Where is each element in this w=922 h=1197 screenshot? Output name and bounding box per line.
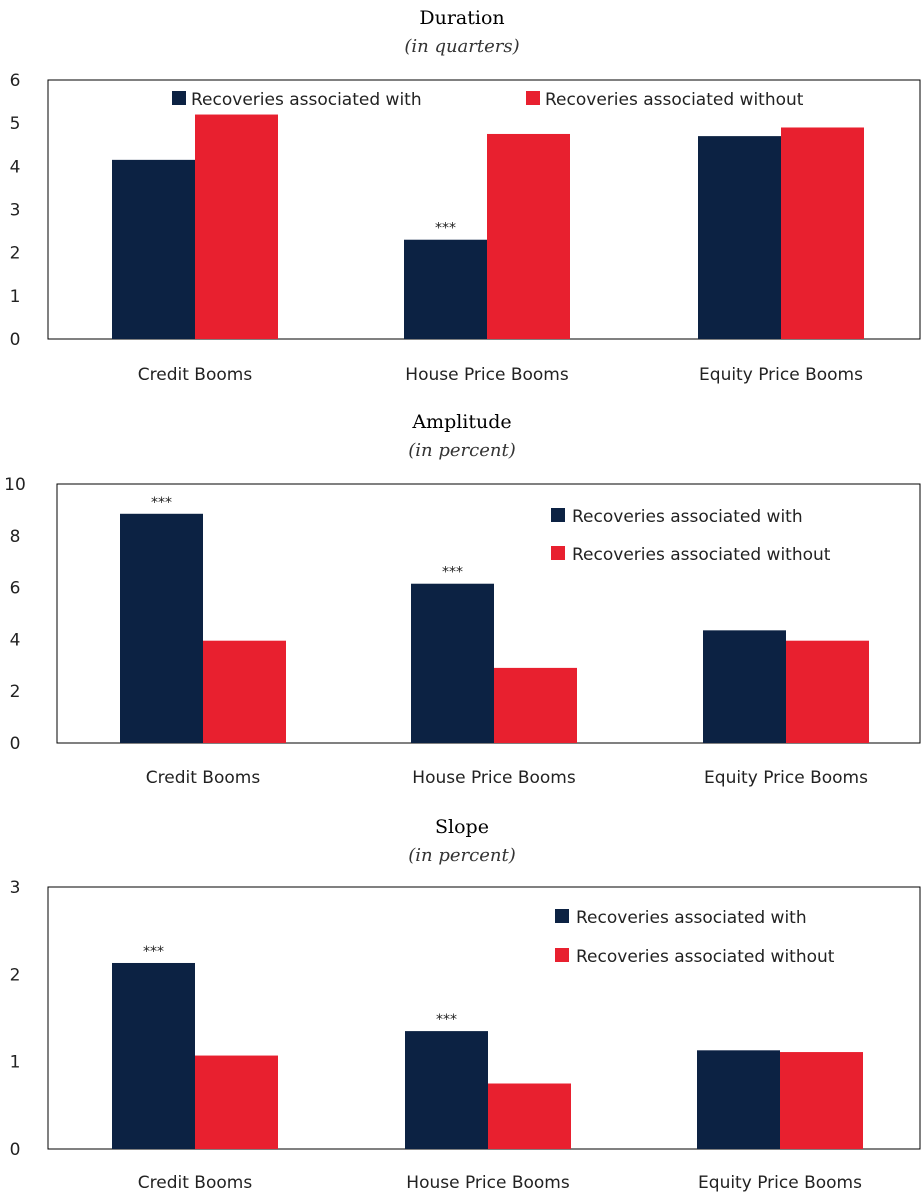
- legend-label-without: Recoveries associated without: [545, 90, 804, 110]
- category-label: House Price Booms: [406, 1173, 570, 1193]
- panel-duration: Duration (in quarters) 0 1 2 3 4 5 6 *** Credi…: [10, 7, 921, 385]
- annotations: *** ***: [151, 495, 463, 581]
- y-axis-ticks: 0 1 2 3: [10, 878, 21, 1160]
- legend-label-with: Recoveries associated with: [576, 908, 807, 928]
- category-label: Credit Booms: [138, 1173, 253, 1193]
- annotations: *** ***: [143, 944, 457, 1028]
- bar-with: [697, 1050, 780, 1149]
- legend-label-with: Recoveries associated with: [572, 507, 803, 527]
- bar-without: [488, 1083, 571, 1149]
- legend-label-without: Recoveries associated without: [576, 947, 835, 967]
- chart-subtitle: (in percent): [408, 845, 515, 866]
- bars: [120, 513, 869, 743]
- chart-title: Slope: [435, 816, 489, 838]
- legend-label-with: Recoveries associated with: [191, 90, 422, 110]
- chart-title: Amplitude: [411, 411, 511, 433]
- bar-with: [411, 583, 494, 743]
- bar-with: [703, 630, 786, 743]
- panel-amplitude: Amplitude (in percent) 0 2 4 6 8 10 *** *** Cr…: [4, 411, 921, 788]
- y-tick-label: 4: [10, 157, 21, 177]
- category-label: Credit Booms: [138, 365, 253, 385]
- panel-slope: Slope (in percent) 0 1 2 3 *** *** Credit Bo…: [10, 816, 921, 1193]
- legend: Recoveries associated with Recoveries as…: [551, 507, 831, 565]
- bars: [112, 962, 863, 1149]
- bar-with: [405, 1031, 488, 1149]
- legend-swatch-with: [172, 91, 186, 105]
- legend: Recoveries associated with Recoveries as…: [555, 908, 835, 967]
- bar-with: [112, 962, 195, 1149]
- category-label: House Price Booms: [412, 768, 576, 788]
- bar-with: [698, 136, 781, 339]
- category-label: Equity Price Booms: [698, 1173, 862, 1193]
- y-tick-label: 3: [10, 201, 21, 221]
- chart-title: Duration: [419, 7, 504, 29]
- y-axis-ticks: 0 1 2 3 4 5 6: [10, 71, 21, 350]
- y-tick-label: 0: [10, 734, 21, 754]
- bar-with: [112, 159, 195, 339]
- legend: Recoveries associated with Recoveries as…: [172, 90, 804, 110]
- legend-swatch-with: [555, 909, 569, 923]
- y-tick-label: 2: [10, 682, 21, 702]
- legend-swatch-without: [551, 546, 565, 560]
- y-tick-label: 2: [10, 244, 21, 264]
- significance-annotation: ***: [151, 495, 172, 511]
- category-label: Equity Price Booms: [704, 768, 868, 788]
- category-label: Equity Price Booms: [699, 365, 863, 385]
- bar-without: [494, 667, 577, 743]
- bar-without: [195, 114, 278, 340]
- y-tick-label: 0: [10, 330, 21, 350]
- significance-annotation: ***: [143, 944, 164, 960]
- bar-with: [120, 513, 203, 743]
- legend-swatch-without: [555, 948, 569, 962]
- category-label: House Price Booms: [405, 365, 569, 385]
- significance-annotation: ***: [435, 221, 456, 237]
- chart-subtitle: (in quarters): [404, 36, 519, 57]
- bars: [112, 114, 864, 340]
- y-tick-label: 0: [10, 1140, 21, 1160]
- y-tick-label: 6: [10, 71, 21, 91]
- category-label: Credit Booms: [146, 768, 261, 788]
- y-tick-label: 6: [10, 579, 21, 599]
- legend-label-without: Recoveries associated without: [572, 545, 831, 565]
- chart-subtitle: (in percent): [408, 440, 515, 461]
- y-axis-ticks: 0 2 4 6 8 10: [4, 475, 26, 754]
- legend-swatch-with: [551, 508, 565, 522]
- y-tick-label: 1: [10, 1053, 21, 1073]
- bar-without: [786, 640, 869, 743]
- y-tick-label: 3: [10, 878, 21, 898]
- annotations: ***: [435, 221, 456, 237]
- significance-annotation: ***: [436, 1012, 457, 1028]
- bar-without: [195, 1055, 278, 1149]
- bar-without: [781, 127, 864, 339]
- y-tick-label: 4: [10, 630, 21, 650]
- bar-with: [404, 239, 487, 339]
- y-tick-label: 1: [10, 287, 21, 307]
- category-labels: Credit Booms House Price Booms Equity Pric…: [138, 1173, 862, 1193]
- bar-without: [487, 133, 570, 339]
- y-tick-label: 10: [4, 475, 26, 495]
- y-tick-label: 2: [10, 965, 21, 985]
- category-labels: Credit Booms House Price Booms Equity Pric…: [146, 768, 868, 788]
- category-labels: Credit Booms House Price Booms Equity Pric…: [138, 365, 863, 385]
- y-tick-label: 8: [10, 527, 21, 547]
- significance-annotation: ***: [442, 565, 463, 581]
- y-tick-label: 5: [10, 114, 21, 134]
- bar-without: [203, 640, 286, 743]
- bar-without: [780, 1052, 863, 1149]
- legend-swatch-without: [526, 91, 540, 105]
